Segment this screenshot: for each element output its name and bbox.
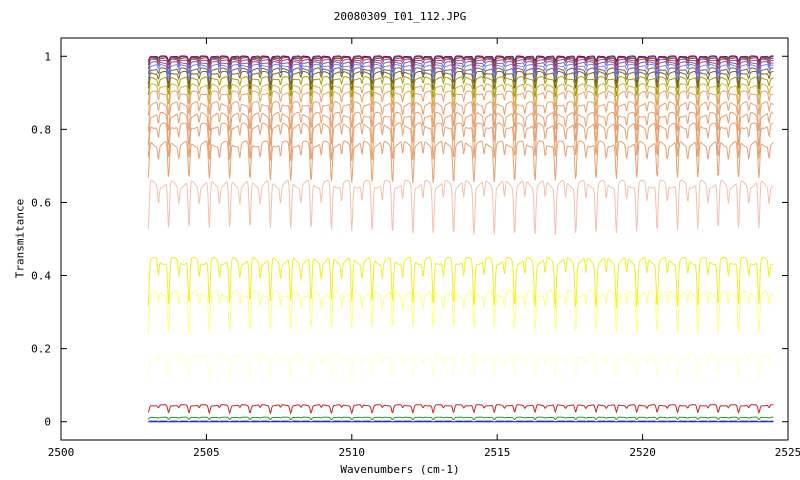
series-line xyxy=(147,61,774,76)
x-tick-label: 2520 xyxy=(629,446,656,459)
plot-frame xyxy=(60,37,789,441)
series-line xyxy=(147,90,774,117)
series-line xyxy=(147,290,774,334)
x-tick-label: 2505 xyxy=(193,446,220,459)
series-line xyxy=(147,353,774,381)
series-line xyxy=(147,122,774,162)
series-line xyxy=(147,55,774,62)
x-tick-label: 2500 xyxy=(48,446,75,459)
x-tick-label: 2510 xyxy=(339,446,366,459)
series-line xyxy=(147,83,774,108)
y-tick-label: 0.2 xyxy=(31,343,51,356)
series-line xyxy=(147,101,774,132)
series-line xyxy=(147,58,774,72)
series-line xyxy=(147,67,774,86)
y-axis-label: Transmitance xyxy=(13,198,27,279)
x-axis-label: Wavenumbers (cm-1) xyxy=(340,463,460,476)
series-line xyxy=(147,416,774,421)
series-line xyxy=(147,63,774,81)
y-tick-label: 1 xyxy=(44,50,51,63)
series-line xyxy=(147,76,774,99)
y-tick-label: 0.6 xyxy=(31,196,51,209)
series-line xyxy=(147,140,774,184)
series-line xyxy=(147,404,774,415)
y-tick-label: 0.4 xyxy=(31,270,51,283)
series-line xyxy=(147,179,774,236)
y-tick-label: 0.8 xyxy=(31,123,51,136)
series-line xyxy=(147,256,774,309)
x-tick-label: 2515 xyxy=(484,446,511,459)
y-tick-label: 0 xyxy=(44,416,51,429)
series-line xyxy=(147,70,774,92)
x-tick-label: 2525 xyxy=(775,446,800,459)
series-line xyxy=(148,420,774,423)
series-line xyxy=(147,111,774,147)
chart-title: 20080309_I01_112.JPG xyxy=(333,10,467,23)
series-line xyxy=(147,57,774,68)
